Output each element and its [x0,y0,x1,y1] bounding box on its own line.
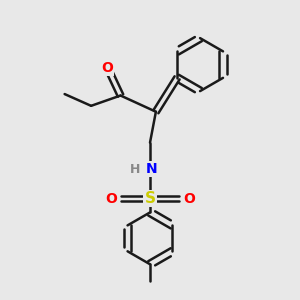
Text: O: O [183,192,195,206]
Text: N: N [146,162,158,176]
Text: H: H [130,163,140,176]
Text: O: O [101,61,113,75]
Text: S: S [145,191,155,206]
Text: O: O [105,192,117,206]
